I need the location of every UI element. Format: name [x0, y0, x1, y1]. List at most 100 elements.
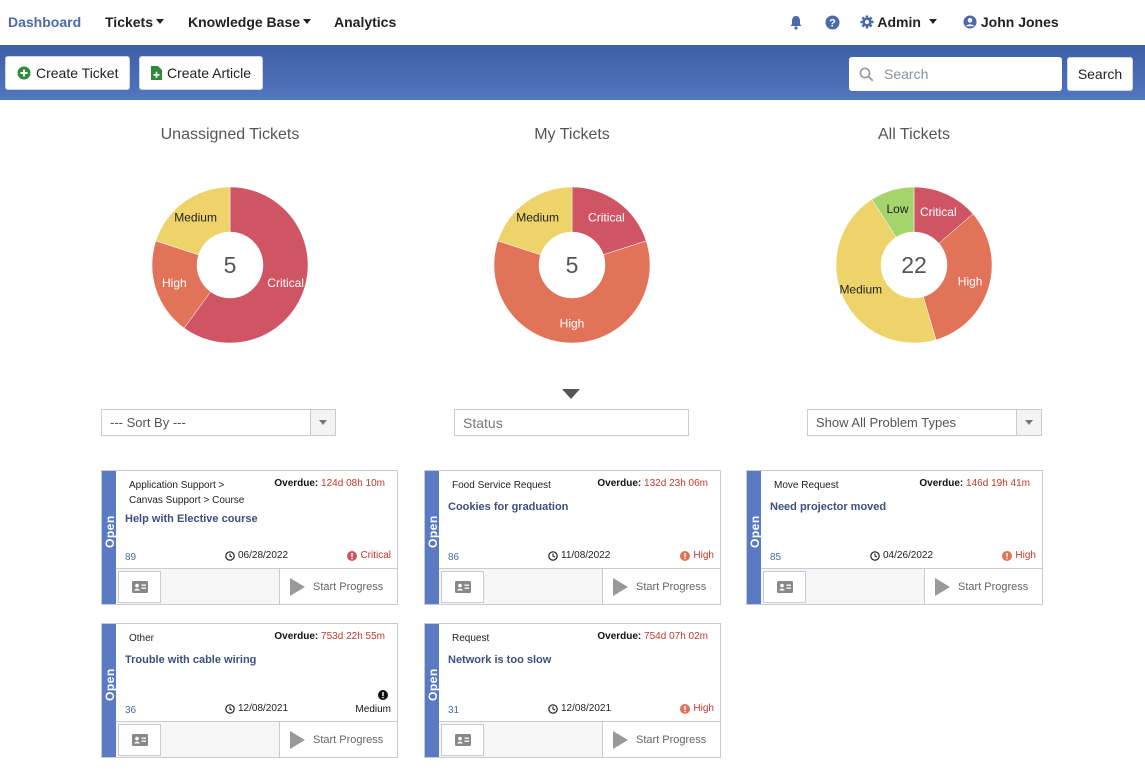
nav-tickets-dropdown[interactable]: Tickets [105, 14, 164, 30]
play-icon [290, 577, 305, 596]
nav-admin-label: Admin [877, 14, 921, 30]
create-article-button[interactable]: Create Article [139, 56, 264, 90]
slice-label-medium: Medium [516, 211, 559, 225]
overdue-label: Overdue: [919, 478, 964, 489]
ticket-priority: Medium [355, 690, 391, 715]
id-card-icon [455, 734, 471, 746]
problem-type-value: Show All Problem Types [816, 415, 956, 430]
slice-label-medium: Medium [839, 282, 882, 296]
ticket-category-line2: Canvas Support > Course [129, 495, 245, 506]
start-progress-button[interactable]: Start Progress [602, 569, 720, 604]
search-input[interactable]: Search [849, 57, 1062, 91]
ticket-id[interactable]: 31 [448, 705, 460, 716]
ticket-card[interactable]: Open Move Request Overdue: 146d 19h 41m … [746, 470, 1043, 605]
ticket-card[interactable]: Open Food Service Request Overdue: 132d … [424, 470, 721, 605]
chart-title-unassigned: Unassigned Tickets [160, 126, 300, 143]
overdue-value: 132d 23h 06m [644, 478, 708, 489]
ticket-status: Open [103, 668, 117, 701]
ticket-id[interactable]: 86 [448, 552, 460, 563]
ticket-date-value: 12/08/2021 [561, 703, 612, 714]
ticket-status-strip: Open [425, 471, 440, 604]
ticket-category: Other [129, 631, 269, 646]
chevron-down-icon [310, 410, 335, 435]
sort-by-select[interactable]: --- Sort By --- [101, 409, 336, 436]
ticket-priority-value: Medium [355, 704, 391, 715]
ticket-title[interactable]: Help with Elective course [125, 513, 258, 525]
ticket-title[interactable]: Need projector moved [770, 501, 887, 513]
nav-knowledge-base-label: Knowledge Base [188, 14, 301, 30]
start-progress-label: Start Progress [958, 580, 1029, 593]
problem-type-select[interactable]: Show All Problem Types [807, 409, 1042, 436]
bell-icon[interactable] [789, 15, 803, 30]
donut-hole [881, 232, 947, 298]
ticket-card[interactable]: Open Application Support > Canvas Suppor… [101, 470, 398, 605]
nav-user-name: John Jones [980, 14, 1059, 30]
donut-hole [197, 232, 263, 298]
sort-by-value: --- Sort By --- [110, 415, 186, 430]
id-card-icon [777, 581, 793, 593]
ticket-title[interactable]: Trouble with cable wiring [125, 654, 257, 666]
start-progress-label: Start Progress [313, 580, 384, 593]
ticket-category-line1: Request [452, 633, 490, 644]
clock-icon [225, 703, 235, 714]
id-card-icon [455, 581, 471, 593]
ticket-priority-value: High [693, 550, 714, 561]
donut-total: 22 [901, 252, 927, 278]
start-progress-button[interactable]: Start Progress [279, 722, 397, 757]
ticket-details-button[interactable] [441, 724, 484, 756]
overdue-label: Overdue: [274, 631, 319, 642]
donut-chart-unassigned: Critical High Medium 5 [151, 186, 309, 344]
caret-down-icon[interactable] [562, 389, 580, 399]
nav-user-menu[interactable]: John Jones [963, 14, 1059, 30]
ticket-priority: High [680, 703, 714, 714]
ticket-category: Application Support > Canvas Support > C… [129, 478, 269, 508]
play-icon [935, 577, 950, 596]
ticket-overdue: Overdue: 754d 07h 02m [597, 631, 708, 642]
overdue-value: 124d 08h 10m [321, 478, 385, 489]
create-ticket-label: Create Ticket [36, 65, 119, 81]
ticket-id[interactable]: 36 [125, 705, 137, 716]
ticket-card[interactable]: Open Request Overdue: 754d 07h 02m Netwo… [424, 623, 721, 758]
ticket-details-button[interactable] [118, 724, 161, 756]
status-input[interactable]: Status [454, 409, 689, 436]
plus-circle-icon [17, 66, 31, 80]
ticket-card-footer: Start Progress [761, 568, 1042, 604]
nav-dashboard-link[interactable]: Dashboard [8, 14, 82, 30]
ticket-details-button[interactable] [763, 571, 806, 603]
ticket-card-footer: Start Progress [116, 568, 397, 604]
start-progress-button[interactable]: Start Progress [924, 569, 1042, 604]
start-progress-button[interactable]: Start Progress [602, 722, 720, 757]
play-icon [613, 577, 628, 596]
ticket-overdue: Overdue: 146d 19h 41m [919, 478, 1030, 489]
chart-title-my-tickets: My Tickets [534, 126, 610, 143]
ticket-id[interactable]: 85 [770, 552, 782, 563]
start-progress-button[interactable]: Start Progress [279, 569, 397, 604]
ticket-category-line1: Other [129, 633, 155, 644]
slice-high[interactable] [922, 213, 993, 341]
ticket-title[interactable]: Cookies for graduation [448, 501, 569, 513]
create-ticket-button[interactable]: Create Ticket [5, 56, 131, 90]
ticket-details-button[interactable] [118, 571, 161, 603]
ticket-date: 12/08/2021 [548, 703, 611, 714]
ticket-overdue: Overdue: 132d 23h 06m [597, 478, 708, 489]
overdue-value: 753d 22h 55m [321, 631, 385, 642]
ticket-card[interactable]: Open Other Overdue: 753d 22h 55m Trouble… [101, 623, 398, 758]
start-progress-label: Start Progress [636, 733, 707, 746]
exclamation-circle-icon [347, 550, 358, 561]
ticket-status: Open [426, 668, 440, 701]
nav-knowledge-base-dropdown[interactable]: Knowledge Base [188, 14, 312, 30]
exclamation-circle-icon [378, 690, 388, 700]
question-circle-icon[interactable]: ? [825, 15, 840, 30]
search-button[interactable]: Search [1067, 57, 1133, 91]
ticket-details-button[interactable] [441, 571, 484, 603]
nav-admin-dropdown[interactable]: Admin [860, 14, 937, 30]
ticket-title[interactable]: Network is too slow [448, 654, 552, 666]
slice-label-high: High [560, 317, 585, 331]
ticket-category: Move Request [774, 478, 914, 493]
search-placeholder: Search [884, 66, 929, 82]
nav-analytics-link[interactable]: Analytics [334, 14, 397, 30]
play-icon [613, 730, 628, 749]
ticket-id[interactable]: 89 [125, 552, 137, 563]
donut-hole [539, 232, 605, 298]
slice-label-high: High [162, 276, 187, 290]
